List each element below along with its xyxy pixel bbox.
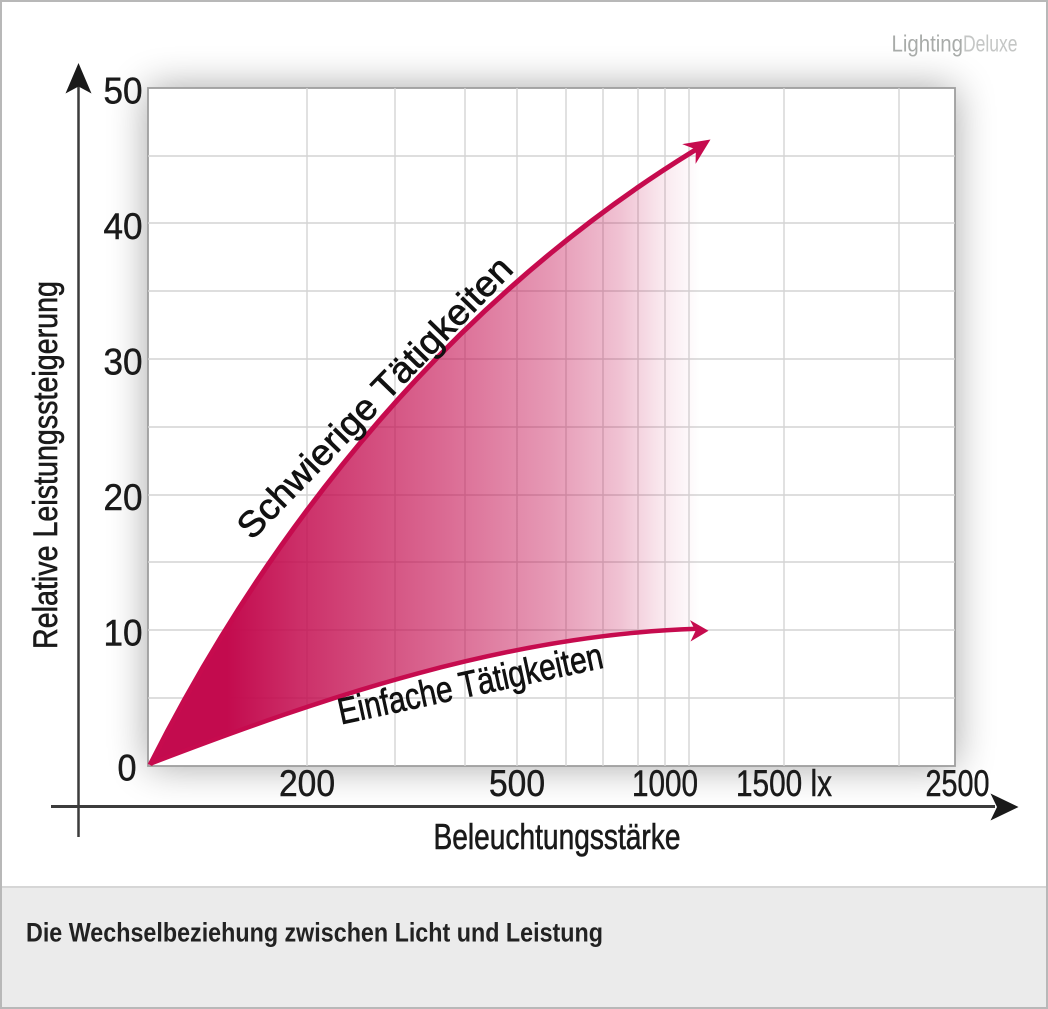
svg-text:50: 50 [104,71,143,112]
svg-text:Lighting: Lighting [892,31,964,57]
svg-text:1500 lx: 1500 lx [736,763,832,804]
svg-text:Beleuchtungsstärke: Beleuchtungsstärke [434,816,681,857]
svg-text:200: 200 [279,763,335,804]
svg-text:Deluxe: Deluxe [963,31,1018,57]
svg-text:20: 20 [104,477,143,518]
svg-text:Die Wechselbeziehung zwischen: Die Wechselbeziehung zwischen Licht und … [26,918,603,948]
svg-text:30: 30 [104,342,143,383]
svg-text:500: 500 [489,763,545,804]
svg-text:2500: 2500 [926,763,990,804]
svg-text:0: 0 [118,748,137,789]
svg-text:1000: 1000 [632,763,698,804]
svg-text:Relative Leistungssteigerung: Relative Leistungssteigerung [27,281,65,649]
svg-text:10: 10 [104,613,143,654]
svg-text:40: 40 [104,206,143,247]
